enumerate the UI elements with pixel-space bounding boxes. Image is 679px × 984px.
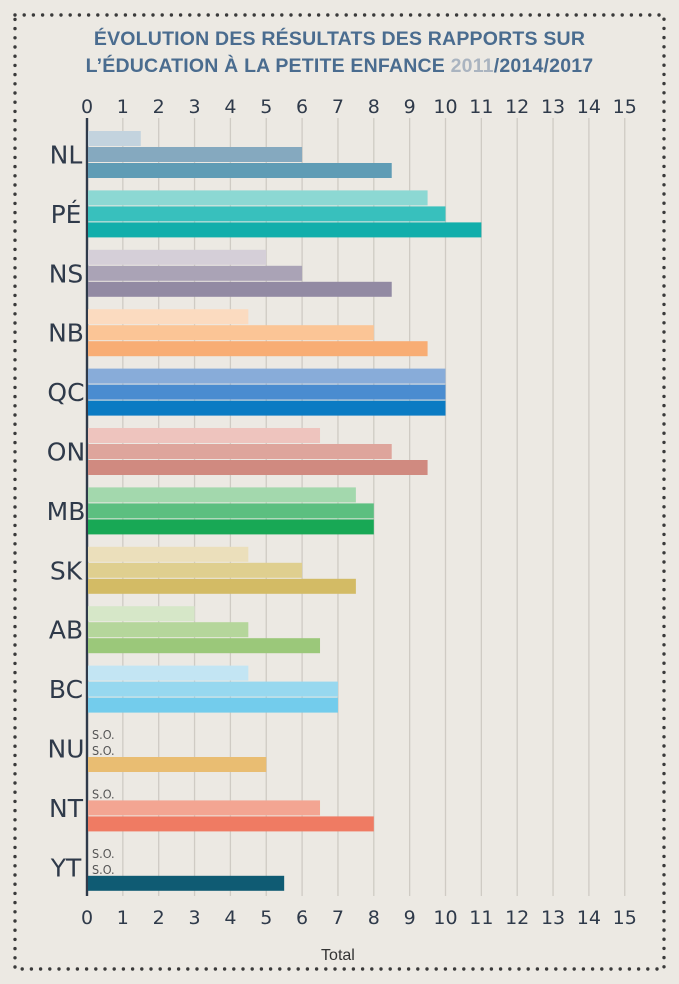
x-tick-label-bottom: 2	[153, 907, 165, 929]
x-tick-label-bottom: 4	[224, 907, 236, 929]
bar	[88, 460, 428, 475]
bar	[88, 190, 428, 206]
bar	[88, 578, 356, 594]
category-label: QC	[47, 378, 84, 407]
x-tick-label-bottom: 6	[296, 907, 308, 929]
bar	[88, 341, 428, 357]
title-year-2011: 2011	[450, 55, 494, 77]
bar	[88, 206, 446, 222]
category-label: NS	[49, 259, 84, 288]
x-tick-label-top: 10	[433, 96, 457, 118]
category-label: AB	[49, 616, 83, 645]
category-label: NU	[48, 735, 85, 764]
title-year-2014: 2014	[499, 55, 544, 77]
bar	[88, 249, 267, 265]
missing-value-label: S.O.	[92, 846, 115, 861]
title-year-2017: 2017	[549, 55, 594, 77]
bar	[88, 444, 392, 459]
x-tick-label-bottom: 12	[505, 907, 529, 929]
title-line-2-text: L’ÉDUCATION À LA PETITE ENFANCE	[85, 55, 451, 77]
bar	[88, 757, 267, 772]
x-tick-label-bottom: 0	[81, 907, 93, 929]
x-tick-label-top: 13	[541, 96, 565, 118]
bar	[88, 638, 321, 654]
bar	[88, 428, 321, 443]
bar	[88, 816, 374, 832]
x-tick-label-bottom: 10	[433, 907, 457, 929]
x-tick-label-top: 15	[613, 96, 637, 118]
x-tick-label-top: 8	[368, 96, 380, 118]
category-label: YT	[50, 853, 82, 882]
bar	[88, 487, 356, 503]
x-tick-label-bottom: 7	[332, 907, 344, 929]
bar	[88, 309, 249, 325]
bar	[88, 681, 338, 697]
title-line-2: L’ÉDUCATION À LA PETITE ENFANCE 2011/201…	[0, 53, 679, 80]
bar	[88, 400, 446, 416]
x-tick-label-bottom: 8	[368, 907, 380, 929]
x-tick-label-top: 9	[404, 96, 416, 118]
missing-value-label: S.O.	[92, 743, 115, 758]
x-tick-label-top: 1	[117, 96, 129, 118]
bar	[88, 875, 285, 891]
x-tick-label-bottom: 1	[117, 907, 129, 929]
x-tick-label-bottom: 3	[189, 907, 201, 929]
bar	[88, 265, 303, 281]
bar	[88, 622, 249, 638]
bar	[88, 546, 249, 562]
title-sep-2: /	[543, 55, 550, 77]
bar	[88, 519, 374, 535]
bar	[88, 368, 446, 384]
bar	[88, 163, 392, 178]
category-label: ON	[47, 438, 85, 467]
bar	[88, 384, 446, 400]
x-tick-label-top: 2	[153, 96, 165, 118]
bar	[88, 665, 249, 681]
bar	[88, 147, 303, 162]
bar	[88, 606, 195, 622]
x-tick-label-bottom: 5	[260, 907, 272, 929]
category-label: NL	[50, 141, 83, 170]
category-label: NT	[49, 794, 84, 823]
missing-value-label: S.O.	[92, 862, 115, 877]
bar	[88, 222, 482, 238]
x-tick-label-bottom: 11	[469, 907, 493, 929]
x-tick-label-top: 7	[332, 96, 344, 118]
bar	[88, 503, 374, 519]
x-axis-label: Total	[321, 947, 355, 964]
x-tick-label-top: 6	[296, 96, 308, 118]
title-line-1: ÉVOLUTION DES RÉSULTATS DES RAPPORTS SUR	[93, 28, 586, 50]
x-tick-label-top: 3	[189, 96, 201, 118]
category-label: MB	[47, 497, 86, 526]
bar	[88, 562, 303, 578]
x-tick-label-top: 5	[260, 96, 272, 118]
x-tick-label-top: 11	[469, 96, 493, 118]
category-label: NB	[48, 319, 84, 348]
category-label: BC	[49, 675, 83, 704]
category-label: SK	[50, 556, 83, 585]
category-label: PÉ	[51, 200, 82, 229]
bar	[88, 281, 392, 297]
missing-value-label: S.O.	[92, 786, 115, 801]
x-tick-label-top: 14	[577, 96, 601, 118]
bar	[88, 697, 338, 713]
x-tick-label-top: 4	[224, 96, 236, 118]
chart-title: ÉVOLUTION DES RÉSULTATS DES RAPPORTS SUR…	[0, 26, 679, 80]
x-tick-label-bottom: 9	[404, 907, 416, 929]
x-tick-label-bottom: 14	[577, 907, 601, 929]
x-tick-label-top: 12	[505, 96, 529, 118]
x-tick-label-top: 0	[81, 96, 93, 118]
x-tick-label-bottom: 15	[613, 907, 637, 929]
x-tick-label-bottom: 13	[541, 907, 565, 929]
bar	[88, 131, 141, 146]
title-sep-1: /	[493, 55, 500, 77]
bar	[88, 325, 374, 341]
missing-value-label: S.O.	[92, 727, 115, 742]
bar	[88, 800, 321, 816]
